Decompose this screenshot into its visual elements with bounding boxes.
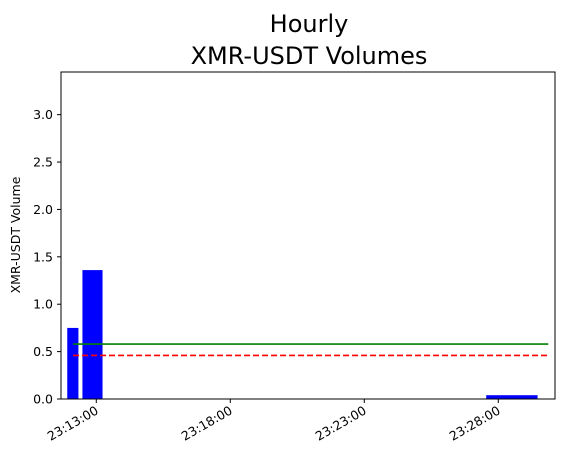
y-tick-label: 3.0 (33, 107, 53, 122)
y-tick-label: 1.0 (33, 297, 53, 312)
bar-2 (82, 270, 103, 399)
bar-1 (67, 327, 79, 399)
bar-3 (486, 395, 538, 399)
y-tick-label: 2.5 (33, 155, 53, 170)
y-tick-label: 0.0 (33, 392, 53, 407)
chart-title-line-1: Hourly (270, 10, 349, 38)
chart-title-line-2: XMR-USDT Volumes (191, 42, 428, 70)
y-tick-label: 2.0 (33, 202, 53, 217)
y-tick-label: 1.5 (33, 249, 53, 264)
y-axis-label: XMR-USDT Volume (8, 176, 23, 293)
y-tick-label: 0.5 (33, 344, 53, 359)
axes-frame (60, 71, 556, 400)
